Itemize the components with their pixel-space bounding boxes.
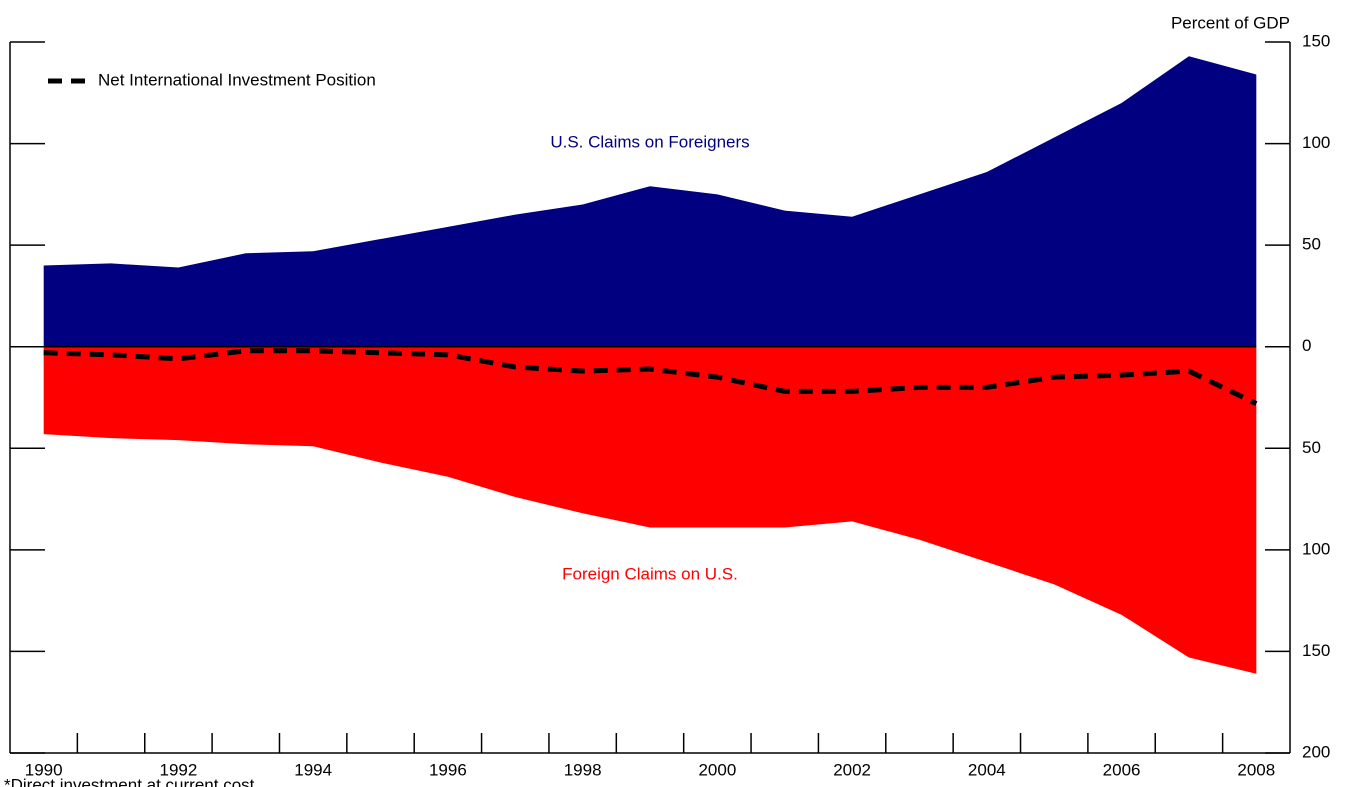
y-tick-label: 0: [1302, 336, 1311, 355]
series-label: Foreign Claims on U.S.: [562, 564, 738, 583]
series-label: U.S. Claims on Foreigners: [550, 132, 749, 151]
x-tick-label: 1996: [429, 760, 467, 779]
x-tick-label: 1990: [25, 760, 63, 779]
footnote: *Direct investment at current cost.: [4, 775, 259, 787]
x-tick-label: 2008: [1237, 760, 1275, 779]
x-tick-label: 1992: [160, 760, 198, 779]
y-tick-label: 50: [1302, 235, 1321, 254]
legend-label: Net International Investment Position: [98, 70, 376, 89]
y-tick-label: 50: [1302, 438, 1321, 457]
y-tick-label: 100: [1302, 539, 1330, 558]
x-tick-label: 2002: [833, 760, 871, 779]
y-tick-label: 150: [1302, 641, 1330, 660]
area: [43, 346, 1257, 674]
line: [43, 348, 1258, 406]
x-tick-label: 2004: [968, 760, 1006, 779]
y-tick-label: 100: [1302, 133, 1330, 152]
x-tick-label: 1994: [294, 760, 332, 779]
area: [43, 56, 1257, 347]
axis-label: Percent of GDP: [1171, 13, 1290, 32]
y-tick-label: 150: [1302, 31, 1330, 50]
x-tick-label: 1998: [564, 760, 602, 779]
x-tick-label: 2000: [698, 760, 736, 779]
x-tick-label: 2006: [1103, 760, 1141, 779]
y-tick-label: 200: [1302, 742, 1330, 761]
